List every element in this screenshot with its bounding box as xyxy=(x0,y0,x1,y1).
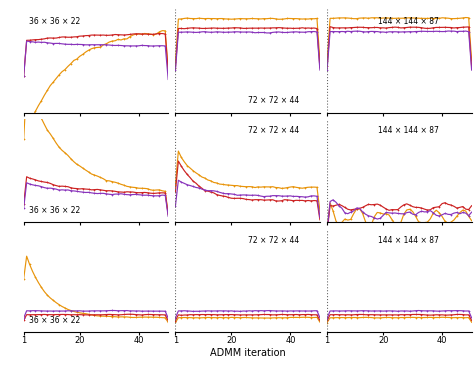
Text: 72 × 72 × 44: 72 × 72 × 44 xyxy=(247,236,299,245)
Text: 36 × 36 × 22: 36 × 36 × 22 xyxy=(29,316,81,325)
X-axis label: ADMM iteration: ADMM iteration xyxy=(210,348,285,358)
Text: 144 × 144 × 87: 144 × 144 × 87 xyxy=(378,236,438,245)
Text: 144 × 144 × 87: 144 × 144 × 87 xyxy=(378,16,438,26)
Text: 144 × 144 × 87: 144 × 144 × 87 xyxy=(378,126,438,135)
Text: 36 × 36 × 22: 36 × 36 × 22 xyxy=(29,16,81,26)
Text: 72 × 72 × 44: 72 × 72 × 44 xyxy=(247,126,299,135)
Text: 72 × 72 × 44: 72 × 72 × 44 xyxy=(247,97,299,106)
Text: 36 × 36 × 22: 36 × 36 × 22 xyxy=(29,206,81,215)
